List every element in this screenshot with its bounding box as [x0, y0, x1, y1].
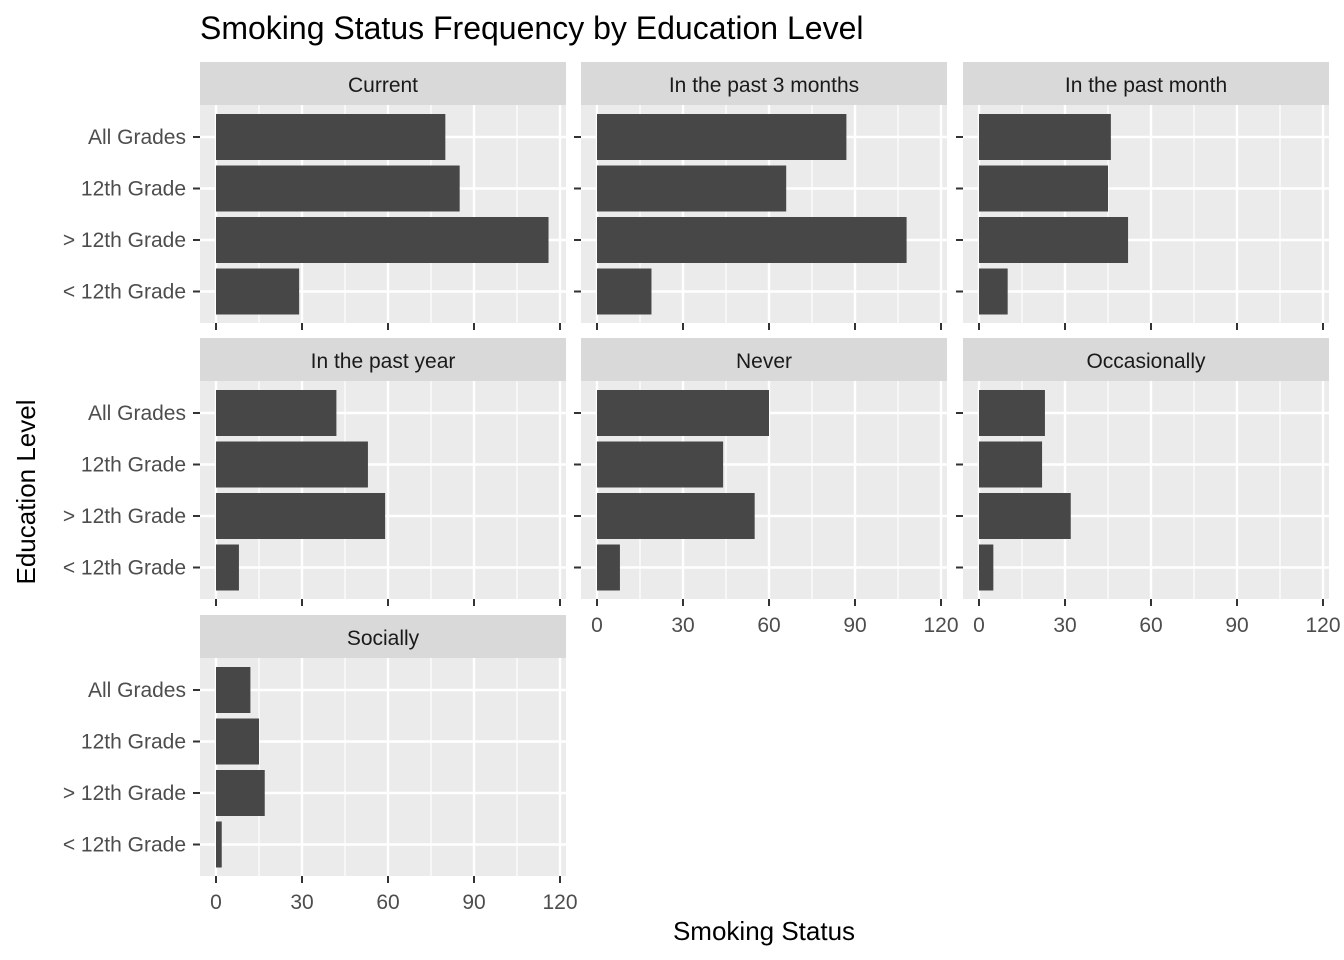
- bar: [597, 268, 652, 315]
- bar: [979, 441, 1043, 488]
- bar: [979, 544, 994, 591]
- bar: [597, 217, 907, 263]
- facet-panel: In the past month: [956, 62, 1329, 330]
- facet-panel: Never 0 30 60 90 120: [574, 338, 959, 637]
- x-tick-label: 120: [923, 614, 958, 637]
- facet-panels: Current All Grades 12th Grade > 12th Grade <…: [63, 62, 1341, 914]
- y-tick-label: > 12th Grade: [63, 229, 186, 252]
- bar: [216, 821, 222, 868]
- bar: [216, 217, 549, 263]
- bar: [597, 441, 724, 488]
- x-tick-label: 90: [1225, 614, 1248, 637]
- y-tick-label: < 12th Grade: [63, 281, 186, 304]
- facet-strip-label: Socially: [347, 627, 420, 650]
- bar: [597, 114, 847, 160]
- x-tick-label: 0: [591, 614, 603, 637]
- y-tick-label: All Grades: [88, 126, 186, 149]
- facet-panel: Current All Grades 12th Grade > 12th Grade <…: [63, 62, 566, 330]
- y-tick-label: All Grades: [88, 402, 186, 425]
- facet-panel: In the past 3 months: [574, 62, 947, 330]
- x-tick-label: 0: [210, 891, 222, 914]
- y-tick-label: < 12th Grade: [63, 557, 186, 580]
- facet-panel: Occasionally 0 30 60 90 120: [956, 338, 1341, 637]
- facet-strip: [200, 62, 566, 105]
- facet-strip-label: Current: [348, 74, 418, 97]
- y-tick-label: 12th Grade: [81, 454, 186, 477]
- bar: [979, 217, 1129, 263]
- bar: [979, 268, 1008, 315]
- x-tick-label: 120: [542, 891, 577, 914]
- facet-strip: [581, 62, 947, 105]
- x-tick-label: 90: [462, 891, 485, 914]
- y-axis-title: Education Level: [11, 399, 41, 584]
- x-tick-label: 60: [376, 891, 399, 914]
- facet-strip-label: In the past year: [311, 350, 456, 373]
- bar: [979, 165, 1108, 212]
- facet-strip: [200, 338, 566, 381]
- bar: [216, 544, 239, 591]
- bar: [216, 770, 265, 816]
- bar: [216, 667, 251, 713]
- bar: [597, 544, 620, 591]
- bar: [216, 165, 460, 212]
- facet-strip: [200, 615, 566, 658]
- y-tick-label: 12th Grade: [81, 178, 186, 201]
- chart-title: Smoking Status Frequency by Education Le…: [200, 10, 863, 46]
- facet-strip-label: Never: [736, 350, 792, 373]
- y-tick-label: All Grades: [88, 679, 186, 702]
- x-tick-label: 60: [1139, 614, 1162, 637]
- bar: [216, 114, 446, 160]
- bar: [216, 493, 386, 539]
- facet-strip-label: Occasionally: [1086, 350, 1206, 373]
- facet-strip-label: In the past month: [1065, 74, 1227, 97]
- facet-strip-label: In the past 3 months: [669, 74, 859, 97]
- x-tick-label: 30: [671, 614, 694, 637]
- x-tick-label: 90: [843, 614, 866, 637]
- y-tick-label: 12th Grade: [81, 731, 186, 754]
- facet-strip: [963, 62, 1329, 105]
- x-tick-label: 0: [973, 614, 985, 637]
- facet-strip: [963, 338, 1329, 381]
- facet-strip: [581, 338, 947, 381]
- x-tick-label: 60: [757, 614, 780, 637]
- x-axis-title: Smoking Status: [673, 916, 855, 946]
- bar: [979, 114, 1111, 160]
- x-tick-label: 30: [290, 891, 313, 914]
- bar: [979, 390, 1045, 436]
- bar: [216, 390, 337, 436]
- facet-panel: In the past year All Grades 12th Grade > 12…: [63, 338, 566, 606]
- y-tick-label: > 12th Grade: [63, 505, 186, 528]
- x-tick-label: 30: [1053, 614, 1076, 637]
- panel-background: [200, 658, 566, 876]
- y-tick-label: < 12th Grade: [63, 834, 186, 857]
- bar: [216, 718, 259, 765]
- bar: [216, 268, 300, 315]
- bar: [597, 390, 769, 436]
- bar: [597, 165, 787, 212]
- bar: [597, 493, 755, 539]
- facet-panel: Socially All Grades 12th Grade > 12th Grade…: [63, 615, 578, 914]
- y-tick-label: > 12th Grade: [63, 782, 186, 805]
- bar: [979, 493, 1071, 539]
- x-tick-label: 120: [1305, 614, 1340, 637]
- bar: [216, 441, 368, 488]
